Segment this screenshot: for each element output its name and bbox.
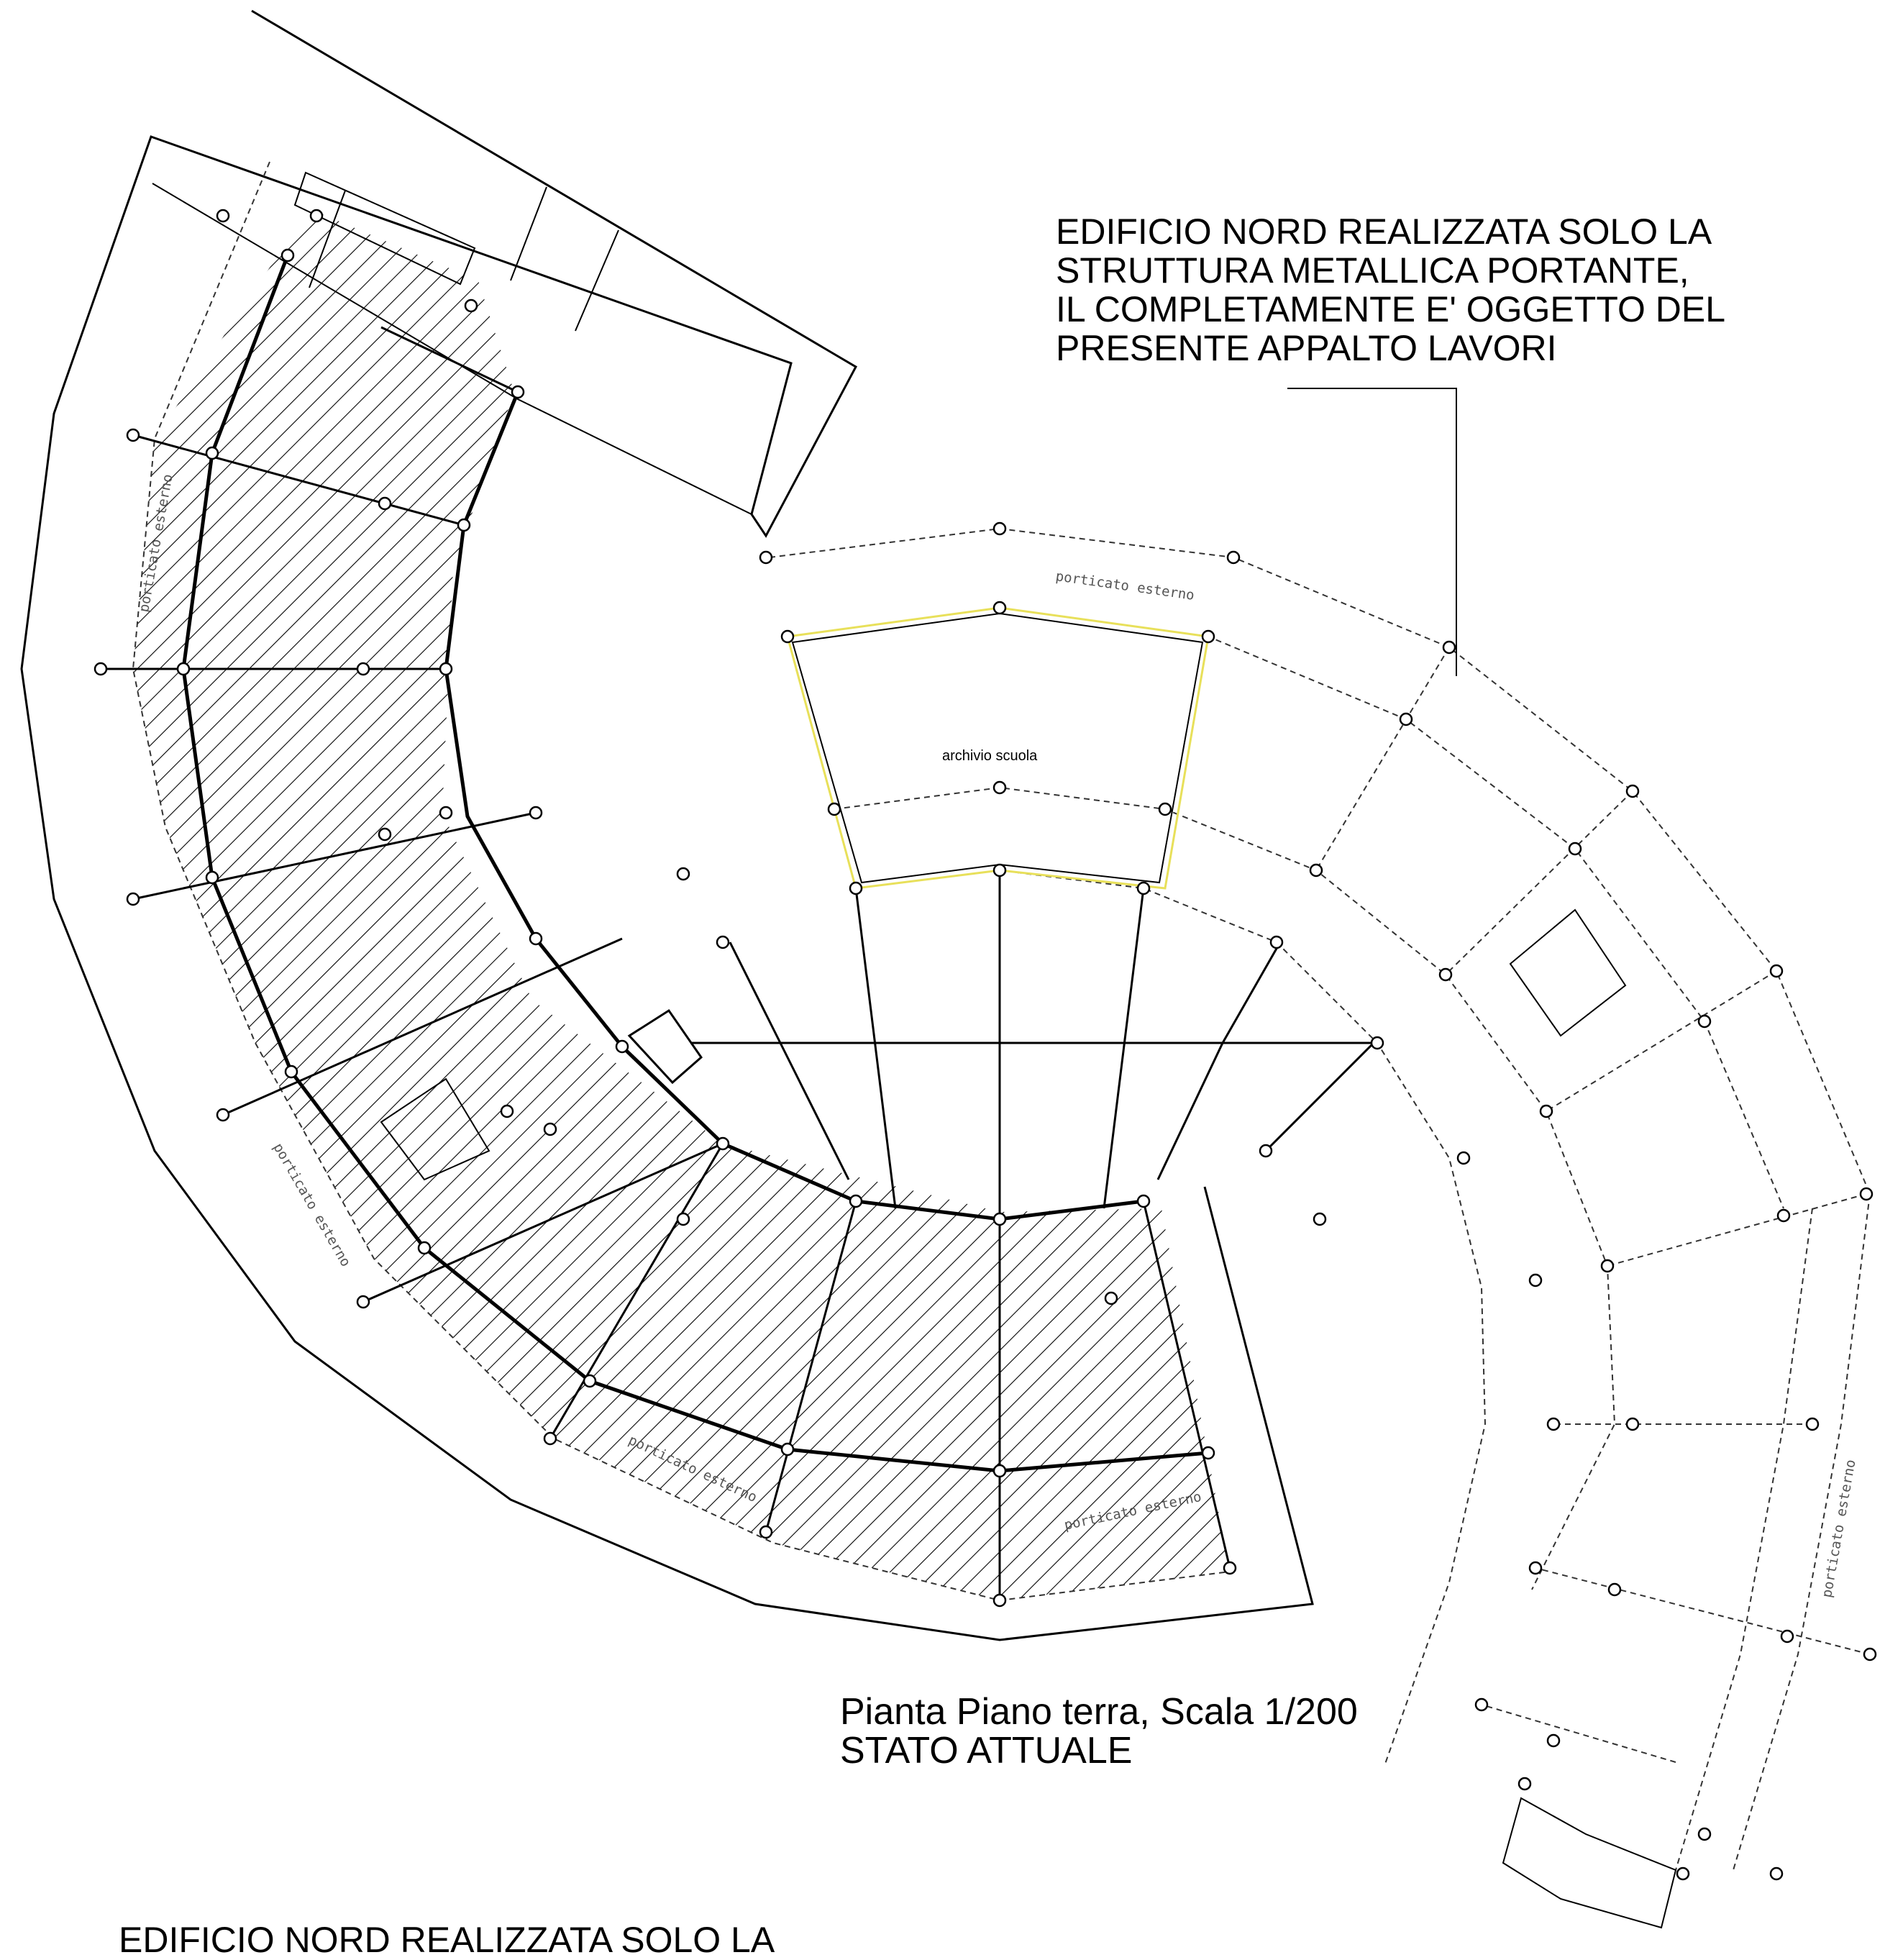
structure-note-bottom-line: EDIFICIO NORD REALIZZATA SOLO LA [119, 1920, 775, 1960]
wing-boundary-inner [152, 183, 752, 515]
archive-room-label: archivio scuola [942, 748, 1038, 764]
bottom-right-stair [1502, 1797, 1677, 1929]
stair-core [627, 1008, 703, 1085]
partition-line [575, 229, 619, 332]
partition-line [510, 186, 547, 281]
hatched-wing [133, 209, 1230, 1600]
wing-inner-wall [444, 391, 1144, 1221]
structure-note-line-3: IL COMPLETAMENTE E' OGGETTO DEL [1056, 289, 1726, 329]
column-markers [93, 209, 1877, 1881]
plan-title: Pianta Piano terra, Scala 1/200 STATO AT… [840, 1692, 1358, 1770]
structure-note-line-2: STRUTTURA METALLICA PORTANTE, [1056, 250, 1689, 291]
structure-note: EDIFICIO NORD REALIZZATA SOLO LA STRUTTU… [1056, 212, 1725, 368]
plan-title-line-1: Pianta Piano terra, Scala 1/200 [840, 1691, 1358, 1733]
note-leader-line [1287, 388, 1457, 676]
wing-outer-wall [181, 255, 1209, 1473]
site-boundary [20, 9, 1314, 1641]
plan-title-line-2: STATO ATTUALE [840, 1730, 1133, 1772]
structure-note-line-1: EDIFICIO NORD REALIZZATA SOLO LA [1056, 211, 1712, 252]
wing-outer-dashed [132, 161, 1231, 1602]
right-stair [1509, 908, 1627, 1037]
top-stair [293, 171, 476, 286]
structure-note-bottom: EDIFICIO NORD REALIZZATA SOLO LA [119, 1920, 775, 1959]
structure-note-line-4: PRESENTE APPALTO LAVORI [1056, 328, 1557, 368]
wing-stair [380, 1077, 490, 1181]
structural-frame [690, 870, 1377, 1600]
right-wing-dashed [1315, 647, 1871, 1871]
